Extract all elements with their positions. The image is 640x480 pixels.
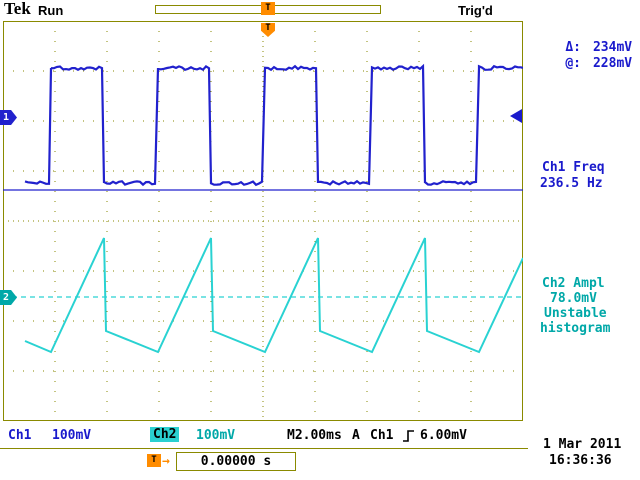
trigger-position-value: 0.00000 s xyxy=(176,452,296,471)
trigger-source: Ch1 xyxy=(370,428,394,443)
measurement-ch2-value: 78.0mV xyxy=(550,291,597,306)
status-separator xyxy=(0,448,528,449)
ch1-scale: 100mV xyxy=(52,428,92,443)
cursor-delta-readout: Δ: 234mV xyxy=(534,25,632,70)
trigger-level-readout: 6.00mV xyxy=(420,428,467,443)
graticule-display xyxy=(3,21,523,421)
rising-slope-icon xyxy=(403,430,414,442)
acquisition-status: Run xyxy=(38,3,64,18)
trigger-position-bottom-icon: T xyxy=(147,454,161,467)
trigger-position-top-icon: T xyxy=(261,2,275,15)
ch2-scale: 100mV xyxy=(196,428,236,443)
cursor-delta-label: Δ: xyxy=(565,40,581,55)
ch2-marker: 2 xyxy=(0,290,17,305)
timebase-readout: M2.00ms xyxy=(287,428,342,443)
measurement-ch2-title: Ch2 Ampl xyxy=(542,276,605,291)
measurement-ch2-note2: histogram xyxy=(540,321,611,336)
trigger-position-arrow-icon: → xyxy=(162,454,170,469)
date-readout: 1 Mar 2011 xyxy=(543,437,622,452)
cursor-at-label: @: xyxy=(565,56,581,71)
cursor-at-readout: @: 228mV xyxy=(534,41,632,86)
trigger-position-marker-icon: T xyxy=(261,23,275,37)
tek-logo: Tek xyxy=(4,0,31,18)
measurement-ch2-note1: Unstable xyxy=(544,306,607,321)
time-readout: 16:36:36 xyxy=(549,453,612,468)
ch1-marker: 1 xyxy=(0,110,17,125)
cursor-delta-value: 234mV xyxy=(592,40,633,55)
trigger-status: Trig'd xyxy=(458,3,493,18)
ch1-label: Ch1 xyxy=(8,428,32,443)
trigger-mode: A xyxy=(352,428,360,443)
measurement-ch1-value: 236.5 Hz xyxy=(540,176,603,191)
ch2-label-badge: Ch2 xyxy=(150,427,180,442)
measurement-ch1-title: Ch1 Freq xyxy=(542,160,605,175)
cursor-at-value: 228mV xyxy=(592,56,633,71)
